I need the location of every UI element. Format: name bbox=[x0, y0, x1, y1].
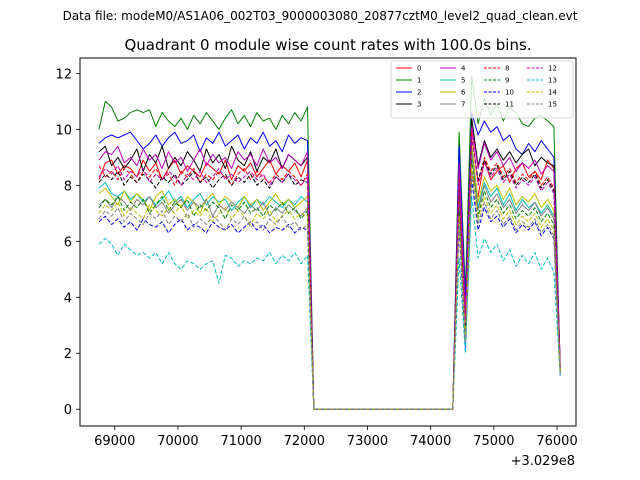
legend-label-6: 6 bbox=[461, 89, 466, 97]
x-axis-offset-label: +3.029e8 bbox=[511, 454, 575, 469]
y-tick-label: 10 bbox=[55, 123, 72, 138]
legend-label-3: 3 bbox=[417, 101, 421, 109]
y-axis-ticks: 0 2 4 6 8 10 12 bbox=[55, 67, 80, 418]
series-line-15 bbox=[98, 170, 561, 410]
y-tick-label: 4 bbox=[64, 291, 72, 306]
x-tick-label: 75000 bbox=[473, 434, 514, 449]
legend-label-10: 10 bbox=[505, 89, 514, 97]
legend-label-11: 11 bbox=[505, 101, 514, 109]
legend-label-14: 14 bbox=[548, 89, 557, 97]
y-tick-label: 0 bbox=[64, 403, 72, 418]
x-tick-label: 76000 bbox=[536, 434, 577, 449]
series-line-14 bbox=[98, 165, 561, 410]
x-tick-label: 70000 bbox=[157, 434, 198, 449]
x-tick-label: 72000 bbox=[284, 434, 325, 449]
legend-label-15: 15 bbox=[548, 101, 557, 109]
plot-frame-border bbox=[79, 57, 577, 427]
legend-label-0: 0 bbox=[417, 65, 421, 73]
legend-label-2: 2 bbox=[417, 89, 421, 97]
legend-label-12: 12 bbox=[548, 65, 557, 73]
legend-label-7: 7 bbox=[461, 101, 465, 109]
x-tick-label: 73000 bbox=[347, 434, 388, 449]
plot-area bbox=[80, 58, 576, 426]
y-tick-label: 12 bbox=[55, 67, 72, 82]
y-tick-label: 8 bbox=[64, 179, 72, 194]
chart-title: Quadrant 0 module wise count rates with … bbox=[124, 36, 531, 54]
y-tick-label: 6 bbox=[64, 235, 72, 250]
legend-label-4: 4 bbox=[461, 65, 466, 73]
x-tick-label: 74000 bbox=[410, 434, 451, 449]
series-line-12 bbox=[98, 134, 561, 410]
series-line-11 bbox=[98, 137, 561, 410]
x-tick-label: 69000 bbox=[94, 434, 135, 449]
legend-label-1: 1 bbox=[417, 77, 421, 85]
x-tick-label: 71000 bbox=[220, 434, 261, 449]
series-layer bbox=[98, 75, 561, 410]
legend-label-5: 5 bbox=[461, 77, 465, 85]
legend-label-8: 8 bbox=[505, 65, 509, 73]
legend-label-13: 13 bbox=[548, 77, 557, 85]
data-file-suptitle: Data file: modeM0/AS1A06_002T03_90000030… bbox=[63, 9, 578, 23]
x-axis-ticks: 69000 70000 71000 72000 73000 74000 75000 76000 bbox=[94, 426, 578, 449]
y-tick-label: 2 bbox=[64, 347, 72, 362]
legend-label-9: 9 bbox=[505, 77, 509, 85]
